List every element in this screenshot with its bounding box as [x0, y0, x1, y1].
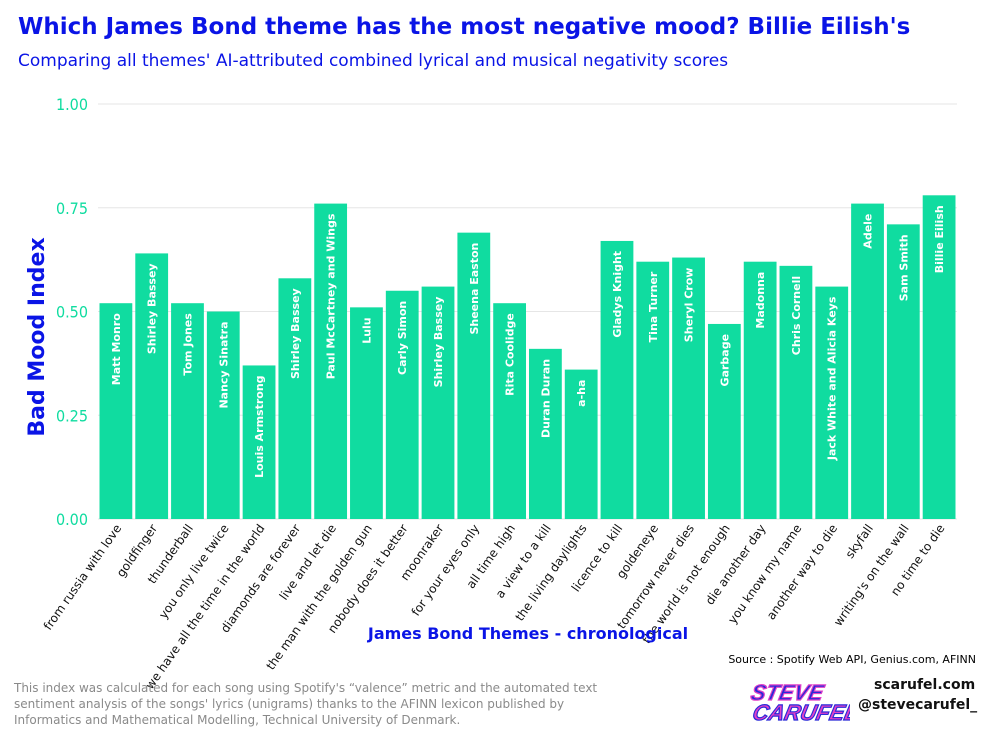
x-tick-label: skyfall [843, 522, 876, 561]
steve-carufel-logo: STEVE CARUFEL [748, 680, 850, 726]
bar-artist-label: Shirley Bassey [289, 288, 302, 379]
y-tick-label: 0.25 [56, 406, 88, 425]
bar [242, 365, 276, 519]
bar-artist-label: Duran Duran [539, 359, 552, 438]
bar [707, 323, 741, 519]
bar-artist-label: Matt Monro [110, 313, 123, 385]
bar [206, 311, 240, 519]
bar-artist-label: Louis Armstrong [253, 375, 266, 477]
logo-line-2: CARUFEL [750, 700, 850, 725]
bar [815, 286, 849, 519]
bar-artist-label: Lulu [360, 317, 373, 343]
bar-artist-label: Adele [862, 214, 875, 249]
source-note: Source : Spotify Web API, Genius.com, AF… [728, 653, 976, 666]
x-tick-label: another way to die [764, 522, 840, 623]
bar [278, 278, 312, 519]
gridlines [98, 103, 957, 520]
bar-artist-label: Nancy Sinatra [217, 322, 230, 409]
y-tick-label: 0.75 [56, 199, 88, 218]
bar-artist-label: Shirley Bassey [432, 297, 445, 388]
y-axis-ticks: 0.00 0.25 0.50 0.75 1.00 [56, 95, 88, 529]
y-tick-label: 0.50 [56, 303, 88, 322]
bar-artist-label: a-ha [575, 380, 588, 407]
bar-artist-label: Gladys Knight [611, 251, 624, 338]
bar-artist-label: Garbage [718, 334, 731, 387]
bar [600, 240, 634, 519]
bar [636, 261, 670, 519]
website-link[interactable]: scarufel.com [874, 677, 976, 693]
chart-subtitle: Comparing all themes' AI-attributed comb… [18, 51, 729, 71]
bar-artist-label: Shirley Bassey [146, 263, 159, 354]
bar [564, 369, 598, 519]
bar [922, 195, 956, 520]
bar-artist-label: Carly Simon [396, 301, 409, 375]
bar [421, 286, 455, 519]
social-handle[interactable]: @stevecarufel_ [858, 697, 978, 713]
bar [672, 257, 705, 519]
x-tick-label: from russia with love [41, 522, 125, 633]
bar [529, 348, 562, 519]
bar [135, 253, 169, 519]
bar [851, 203, 884, 519]
bar-artist-label: Chris Cornell [790, 276, 803, 355]
bar [779, 265, 813, 519]
bar [350, 307, 383, 519]
y-tick-label: 1.00 [56, 95, 88, 114]
bar [493, 303, 526, 519]
bar-artist-label: Rita Coolidge [504, 313, 517, 396]
bar-artist-label: Billie Eilish [933, 205, 946, 273]
x-tick-label: for your eyes only [409, 522, 483, 619]
bars: Matt Monro Shirley Bassey Tom Jones Nancy S… [99, 195, 956, 520]
bar-artist-label: Sam Smith [897, 234, 910, 301]
bar-artist-label: Paul McCartney and Wings [325, 213, 338, 379]
bar-artist-label: Tom Jones [181, 313, 194, 376]
bar [99, 303, 133, 519]
bar-artist-label: Jack White and Alicia Keys [826, 296, 839, 461]
x-axis-label: James Bond Themes - chronological [367, 624, 688, 643]
bar-artist-label: Tina Turner [647, 271, 660, 342]
bar [385, 290, 419, 519]
bar [171, 303, 204, 519]
bar [457, 232, 491, 519]
x-axis-ticks: from russia with lovegoldfingerthunderba… [41, 522, 948, 692]
y-axis-label: Bad Mood Index [25, 237, 50, 436]
bar [886, 224, 920, 519]
methodology-note: This index was calculated for each song … [14, 681, 598, 727]
bar-artist-label: Sheryl Crow [683, 268, 696, 343]
bar [314, 203, 348, 519]
chart-title: Which James Bond theme has the most nega… [18, 14, 911, 40]
y-tick-label: 0.00 [56, 510, 88, 529]
logo-line-1: STEVE [749, 680, 828, 705]
bar-artist-label: Sheena Easton [468, 243, 481, 335]
bar-artist-label: Madonna [754, 272, 767, 329]
bar [743, 261, 777, 519]
